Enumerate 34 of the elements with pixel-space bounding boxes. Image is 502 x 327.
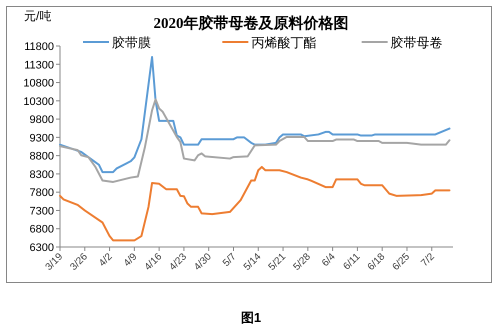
x-tick-label: 5/21: [266, 251, 288, 273]
x-tick-label: 6/25: [390, 251, 412, 273]
y-axis-title: 元/吨: [24, 9, 52, 23]
x-tick-label: 3/19: [44, 251, 66, 273]
x-tick-label: 4/30: [192, 251, 214, 273]
legend-label: 胶带膜: [112, 35, 151, 50]
x-tick-label: 3/26: [68, 251, 90, 273]
legend-label: 胶带母卷: [390, 35, 443, 50]
y-tick-label: 11800: [24, 41, 54, 53]
y-tick-label: 7300: [30, 205, 54, 218]
x-tick-label: 7/2: [419, 251, 438, 269]
x-tick-label: 6/4: [320, 251, 338, 269]
x-tick-label: 4/16: [142, 251, 165, 273]
y-tick-label: 9800: [30, 114, 54, 126]
x-tick-label: 4/2: [97, 251, 115, 269]
y-tick-label: 9300: [30, 132, 54, 144]
caption: 图1: [240, 310, 262, 325]
y-tick-label: 10300: [23, 96, 54, 108]
x-tick-label: 5/7: [220, 251, 239, 269]
x-tick-label: 6/11: [342, 251, 363, 272]
y-tick-label: 8300: [30, 168, 54, 181]
y-tick-label: 11300: [24, 59, 54, 72]
chart-title: 2020年胶带母卷及原料价格图: [154, 14, 348, 32]
x-tick-label: 4/9: [122, 251, 140, 269]
x-tick-label: 6/18: [366, 251, 388, 273]
y-tick-label: 8800: [30, 150, 54, 163]
legend-label: 丙烯酸丁酯: [251, 35, 316, 50]
y-tick-label: 6800: [30, 224, 54, 236]
y-tick-label: 7800: [30, 187, 54, 200]
x-tick-label: 5/14: [242, 251, 264, 273]
y-tick-label: 10800: [23, 78, 54, 90]
x-tick-label: 4/23: [167, 251, 190, 273]
x-tick-label: 5/28: [291, 251, 314, 273]
y-tick-label: 6300: [30, 242, 54, 254]
